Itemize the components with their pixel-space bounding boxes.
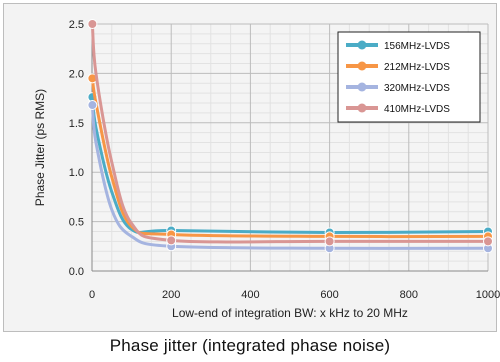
data-point-410mhz-lvds <box>87 19 98 29</box>
x-tick-label: 400 <box>241 289 259 301</box>
x-tick-label: 1000 <box>476 289 500 301</box>
phase-jitter-chart: 0.0 0.5 1.0 1.5 2.0 2.5 0 200 400 600 800 1000 Low-e… <box>33 19 500 320</box>
x-tick-label: 200 <box>162 289 180 301</box>
legend-label-320mhz-lvds: 320MHz-LVDS <box>384 83 450 94</box>
data-point-410mhz-lvds <box>324 236 335 247</box>
x-tick-label: 600 <box>320 289 338 301</box>
x-tick-label: 800 <box>400 289 418 301</box>
y-tick-label: 2.5 <box>69 19 84 31</box>
x-axis-title: Low-end of integration BW: x kHz to 20 M… <box>172 306 408 320</box>
series-line-320mhz-lvds <box>90 103 490 250</box>
y-tick-label: 0.0 <box>69 266 84 278</box>
chart-caption: Phase jitter (integrated phase noise) <box>109 336 391 355</box>
x-tick-label: 0 <box>89 289 95 301</box>
y-tick-label: 1.5 <box>69 118 84 130</box>
data-point-320mhz-lvds <box>87 100 98 111</box>
data-point-410mhz-lvds <box>166 235 177 246</box>
y-axis-title: Phase Jitter (ps RMS) <box>33 89 47 206</box>
legend-marker-410mhz-lvds <box>357 103 367 113</box>
legend-label-212mhz-lvds: 212MHz-LVDS <box>384 62 450 73</box>
y-tick-label: 1.0 <box>69 167 84 179</box>
legend-marker-156mhz-lvds <box>357 40 367 50</box>
y-tick-label: 0.5 <box>69 217 84 229</box>
y-tick-label: 2.0 <box>69 68 84 80</box>
legend-marker-320mhz-lvds <box>357 82 367 92</box>
legend-label-156mhz-lvds: 156MHz-LVDS <box>384 41 450 52</box>
data-point-410mhz-lvds <box>483 236 493 247</box>
legend-label-410mhz-lvds: 410MHz-LVDS <box>384 104 450 115</box>
legend-marker-212mhz-lvds <box>357 61 367 71</box>
series-line-410mhz-lvds <box>90 22 490 244</box>
